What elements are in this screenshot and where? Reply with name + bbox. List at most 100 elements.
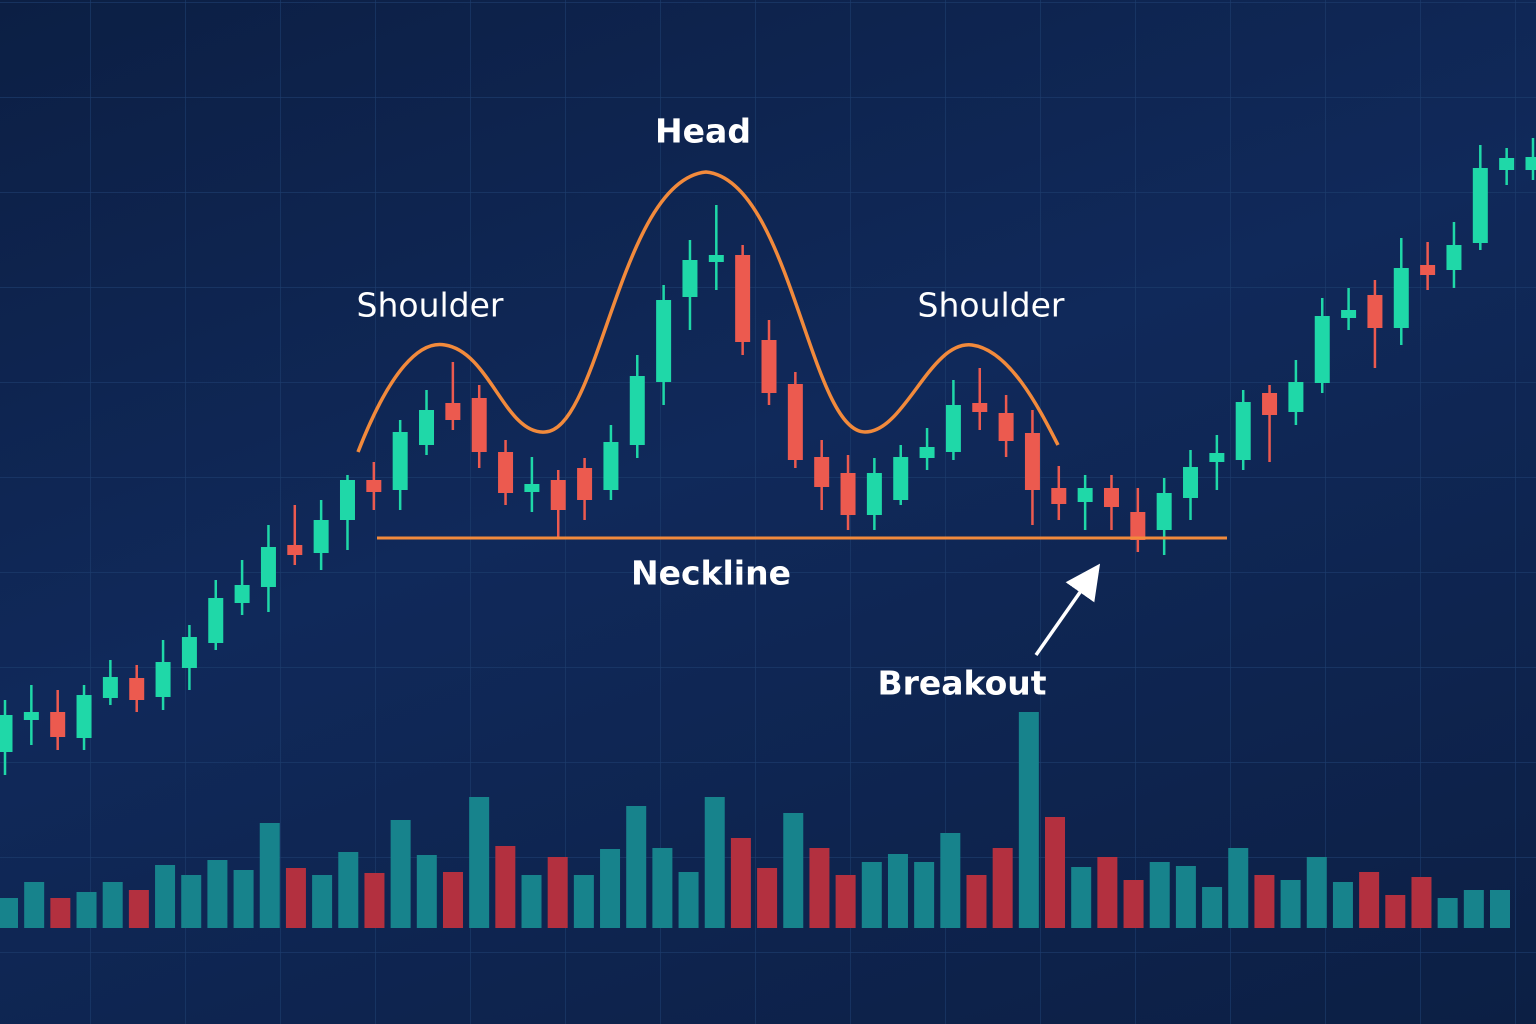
volume-bar <box>1071 867 1092 928</box>
volume-bar <box>233 870 254 928</box>
volume-bar <box>1359 872 1380 928</box>
volume-bar <box>914 862 935 928</box>
candle-body <box>814 457 830 487</box>
candle-body <box>445 403 461 420</box>
volume-bar <box>495 846 516 928</box>
head-label: Head <box>655 112 751 151</box>
candle-body <box>339 480 355 520</box>
volume-bar <box>469 797 490 928</box>
volume-bar <box>835 875 856 928</box>
candle-body <box>1367 295 1383 328</box>
candle-body <box>998 413 1014 441</box>
candle-body <box>524 484 540 492</box>
volume-bar <box>887 854 908 928</box>
candle-body <box>629 376 645 445</box>
volume-bar <box>521 875 542 928</box>
volume-bar <box>1490 890 1510 928</box>
volume-bar <box>678 872 699 928</box>
candle-body <box>129 678 145 700</box>
candle-body <box>840 473 856 515</box>
volume-bar <box>155 865 176 928</box>
candle-body <box>23 712 39 720</box>
candle-body <box>1472 168 1488 243</box>
candle-body <box>260 547 276 587</box>
volume-bar <box>102 882 123 928</box>
candle-body <box>1420 265 1436 275</box>
candle-body <box>1024 433 1040 490</box>
shoulder-label: Shoulder <box>357 286 504 325</box>
candle-body <box>0 715 13 752</box>
candle-body <box>1525 157 1536 170</box>
shoulder-label: Shoulder <box>918 286 1065 325</box>
candle-body <box>313 520 329 553</box>
volume-bar <box>861 862 882 928</box>
volume-bar <box>940 833 961 928</box>
candle-body <box>656 300 672 382</box>
volume-bar <box>730 838 751 928</box>
candle-body <box>945 405 961 452</box>
volume-bar <box>1280 880 1301 928</box>
volume-bar <box>1149 862 1170 928</box>
candle-body <box>1051 488 1067 504</box>
volume-bar <box>1306 857 1327 928</box>
candle-body <box>893 457 909 500</box>
candle-body <box>155 662 171 697</box>
volume-bar <box>1254 875 1275 928</box>
candle-body <box>287 545 303 555</box>
volume-bar <box>207 860 228 928</box>
volume-bar <box>1018 712 1039 928</box>
volume-bar <box>547 857 568 928</box>
volume-bar <box>1123 880 1144 928</box>
volume-bar <box>364 873 385 928</box>
volume-bar <box>1228 848 1249 928</box>
volume-bar <box>259 823 280 928</box>
candle-body <box>498 452 514 493</box>
candle-body <box>708 255 724 262</box>
volume-bar <box>285 868 306 928</box>
candle-body <box>366 480 382 492</box>
volume-bar <box>1202 887 1223 928</box>
candle-body <box>102 677 118 698</box>
volume-bar <box>1097 857 1118 928</box>
volume-bar <box>390 820 411 928</box>
candle-body <box>972 403 988 412</box>
candle-body <box>419 410 435 445</box>
candle-layer <box>0 138 1536 775</box>
neckline-label: Neckline <box>631 554 791 593</box>
pattern-curve <box>356 170 1060 453</box>
volume-bar <box>1332 882 1353 928</box>
breakout-arrow <box>1034 563 1101 657</box>
volume-bar <box>181 875 202 928</box>
candle-body <box>471 398 487 452</box>
candle-body <box>1288 382 1304 412</box>
volume-bar <box>809 848 830 928</box>
candle-body <box>761 340 777 393</box>
candle-body <box>1103 488 1119 507</box>
volume-bar <box>992 848 1013 928</box>
volume-bar <box>1411 877 1432 928</box>
volume-bar <box>1385 895 1406 928</box>
candle-body <box>76 695 92 738</box>
volume-bar <box>442 872 463 928</box>
candle-body <box>603 442 619 490</box>
candle-body <box>866 473 882 515</box>
candle-body <box>1156 493 1172 530</box>
breakout-label: Breakout <box>877 664 1046 703</box>
candle-body <box>1235 402 1251 460</box>
candle-body <box>577 468 593 500</box>
volume-bar <box>76 892 97 928</box>
candle-body <box>682 260 698 297</box>
volume-bar <box>966 875 987 928</box>
candle-body <box>1341 310 1357 318</box>
volume-bar <box>626 806 647 928</box>
volume-bar <box>783 813 804 928</box>
volume-bar <box>600 849 621 928</box>
volume-bar <box>312 875 333 928</box>
volume-bar <box>24 882 45 928</box>
candle-body <box>1314 316 1330 383</box>
candle-body <box>919 447 935 458</box>
volume-bar <box>338 852 359 928</box>
